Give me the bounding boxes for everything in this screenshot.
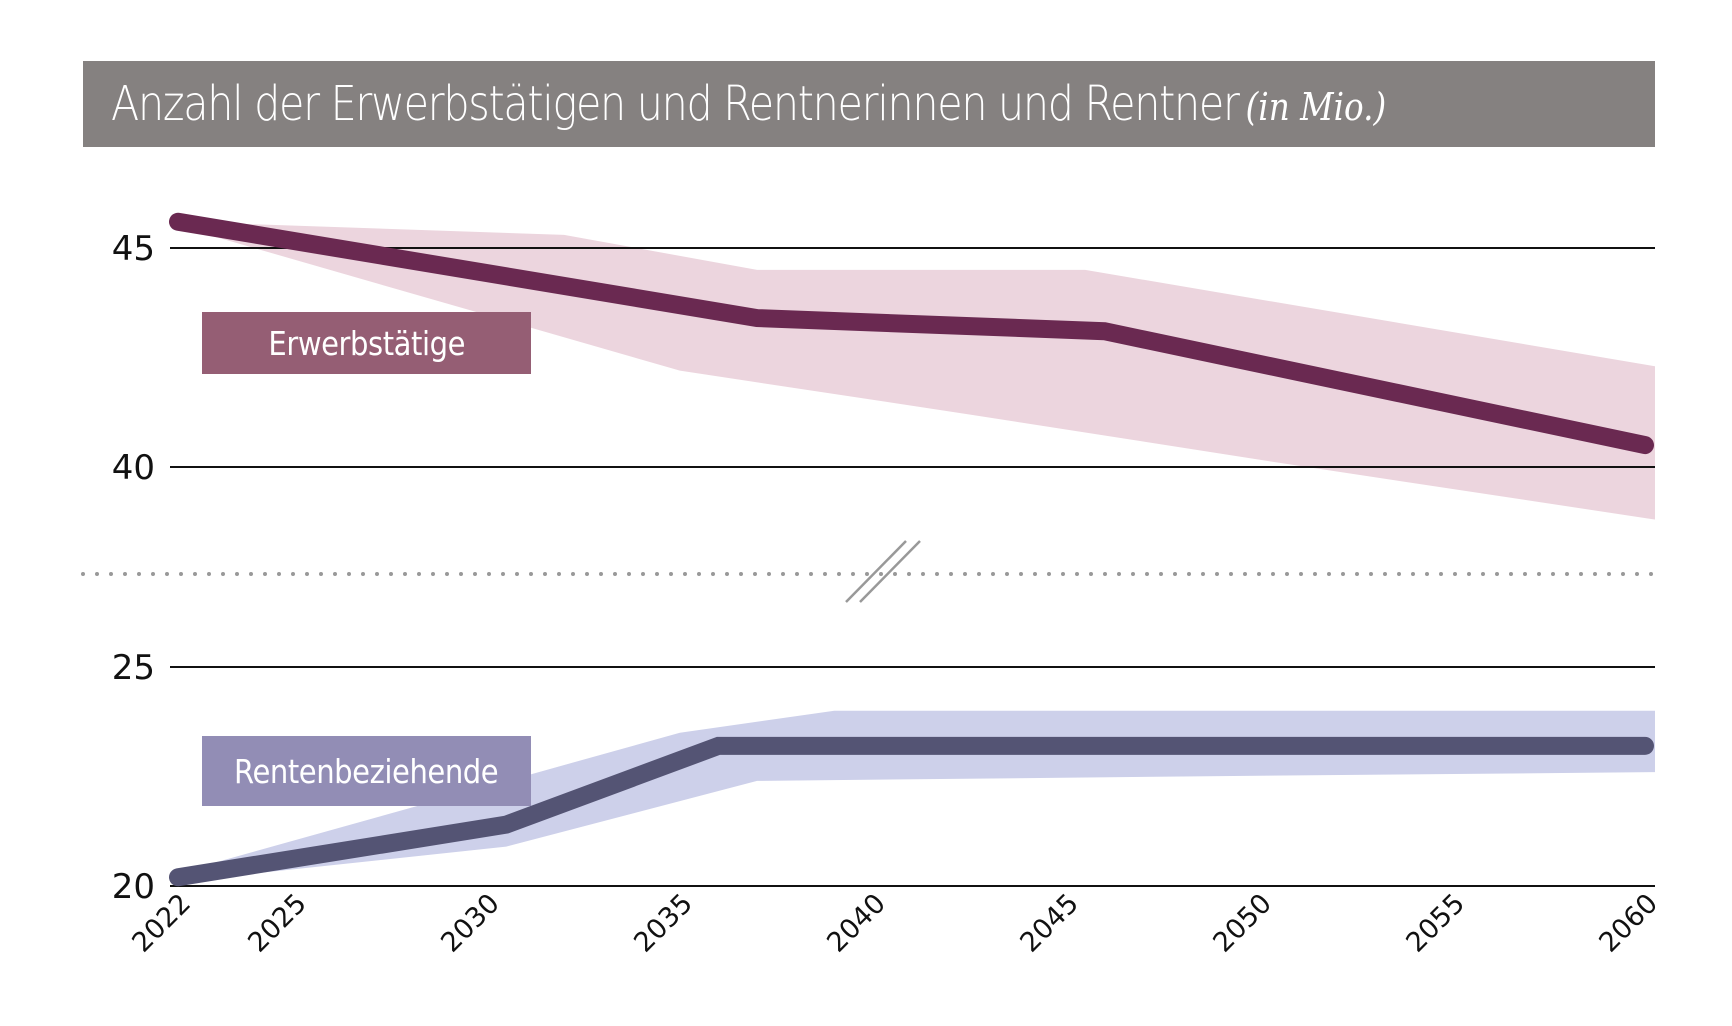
- legend-label-erwerbstaetige: Erwerbstätige: [202, 312, 531, 374]
- y-tick-label-45: 45: [112, 229, 155, 269]
- x-tick-label-2030: 2030: [435, 888, 506, 959]
- chart-title-main: Anzahl der Erwerbstätigen und Rentnerinn…: [111, 76, 1240, 132]
- y-tick-label-40: 40: [112, 448, 155, 488]
- chart-title-bar: Anzahl der Erwerbstätigen und Rentnerinn…: [83, 61, 1655, 147]
- x-tick-label-2055: 2055: [1400, 888, 1471, 959]
- chart-title-unit: (in Mio.): [1245, 85, 1387, 129]
- band-erwerbstaetige: [178, 221, 1655, 520]
- legend-label-rentenbeziehende: Rentenbeziehende: [202, 736, 531, 806]
- y-axis-ticks: 45 40 25 20: [112, 229, 155, 907]
- y-tick-label-25: 25: [112, 648, 155, 688]
- x-tick-label-2035: 2035: [628, 888, 699, 959]
- x-tick-label-2025: 2025: [242, 888, 313, 959]
- gridlines: [170, 247, 1655, 887]
- chart-title: Anzahl der Erwerbstätigen und Rentnerinn…: [111, 76, 1386, 132]
- axis-break: [81, 540, 1657, 603]
- y-tick-label-20: 20: [112, 867, 155, 907]
- x-tick-label-2040: 2040: [821, 888, 892, 959]
- x-tick-label-2060: 2060: [1593, 888, 1664, 959]
- x-tick-label-2050: 2050: [1207, 888, 1278, 959]
- legend-label-rentenbeziehende-text: Rentenbeziehende: [234, 751, 499, 791]
- axis-break-slash-2: [859, 540, 921, 603]
- line-erwerbstaetige: [169, 212, 1654, 455]
- x-axis-ticks: 2022 2025 2030 2035 2040 2045 2050 2055 2060: [126, 888, 1664, 959]
- series-lines: [169, 212, 1654, 887]
- x-tick-label-2045: 2045: [1014, 888, 1085, 959]
- axis-break-slash-1: [845, 540, 907, 603]
- line-rentenbeziehende: [169, 736, 1654, 887]
- legend-label-erwerbstaetige-text: Erwerbstätige: [268, 323, 465, 363]
